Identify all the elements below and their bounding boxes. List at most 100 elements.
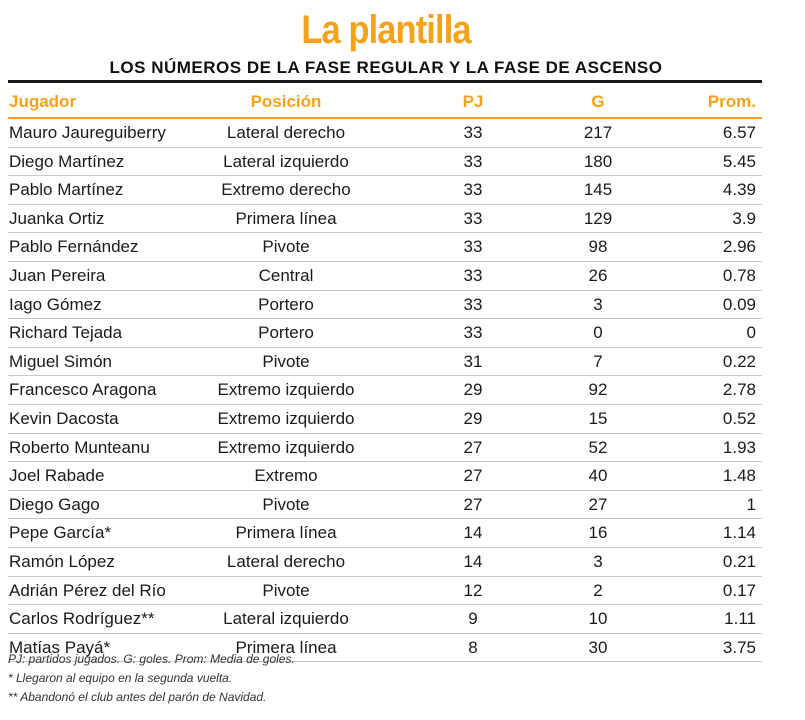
cell-pj: 33	[438, 291, 508, 319]
cell-player: Roberto Munteanu	[9, 434, 150, 462]
header-player: Jugador	[9, 87, 76, 117]
table-row: Pablo Fernández Pivote 33 98 2.96	[8, 233, 762, 262]
cell-position: Extremo izquierdo	[186, 405, 386, 433]
cell-prom: 1.93	[723, 434, 756, 462]
cell-player: Mauro Jaureguiberry	[9, 119, 166, 147]
cell-pj: 33	[438, 319, 508, 347]
cell-position: Pivote	[186, 348, 386, 376]
cell-position: Pivote	[186, 577, 386, 605]
cell-prom: 1.14	[723, 519, 756, 547]
cell-g: 145	[563, 176, 633, 204]
page-title: La plantilla	[54, 8, 718, 53]
cell-pj: 29	[438, 376, 508, 404]
cell-position: Lateral izquierdo	[186, 148, 386, 176]
cell-player: Adrián Pérez del Río	[9, 577, 166, 605]
page-subtitle: LOS NÚMEROS DE LA FASE REGULAR Y LA FASE…	[0, 58, 772, 78]
cell-position: Lateral izquierdo	[186, 605, 386, 633]
cell-g: 0	[563, 319, 633, 347]
table-row: Ramón López Lateral derecho 14 3 0.21	[8, 548, 762, 577]
table-row: Mauro Jaureguiberry Lateral derecho 33 217 6…	[8, 119, 762, 148]
cell-pj: 29	[438, 405, 508, 433]
table-row: Adrián Pérez del Río Pivote 12 2 0.17	[8, 577, 762, 606]
cell-player: Pablo Martínez	[9, 176, 123, 204]
table-row: Miguel Simón Pivote 31 7 0.22	[8, 348, 762, 377]
cell-position: Pivote	[186, 491, 386, 519]
cell-player: Francesco Aragona	[9, 376, 156, 404]
cell-pj: 14	[438, 519, 508, 547]
table-row: Kevin Dacosta Extremo izquierdo 29 15 0.52	[8, 405, 762, 434]
cell-prom: 2.96	[723, 233, 756, 261]
header-g: G	[563, 87, 633, 117]
table-row: Diego Martínez Lateral izquierdo 33 180 5.45	[8, 148, 762, 177]
top-divider	[8, 80, 762, 83]
cell-player: Iago Gómez	[9, 291, 102, 319]
cell-position: Central	[186, 262, 386, 290]
cell-g: 3	[563, 291, 633, 319]
cell-player: Pablo Fernández	[9, 233, 138, 261]
cell-g: 15	[563, 405, 633, 433]
cell-prom: 3.9	[732, 205, 756, 233]
cell-pj: 31	[438, 348, 508, 376]
cell-prom: 1.48	[723, 462, 756, 490]
cell-player: Diego Martínez	[9, 148, 124, 176]
cell-prom: 3.75	[723, 634, 756, 662]
table-row: Francesco Aragona Extremo izquierdo 29 92 2.…	[8, 376, 762, 405]
cell-player: Miguel Simón	[9, 348, 112, 376]
cell-g: 7	[563, 348, 633, 376]
cell-position: Lateral derecho	[186, 548, 386, 576]
cell-prom: 4.39	[723, 176, 756, 204]
cell-pj: 8	[438, 634, 508, 662]
table-row: Juan Pereira Central 33 26 0.78	[8, 262, 762, 291]
cell-position: Portero	[186, 291, 386, 319]
cell-prom: 0.22	[723, 348, 756, 376]
cell-pj: 33	[438, 119, 508, 147]
cell-prom: 5.45	[723, 148, 756, 176]
cell-position: Extremo	[186, 462, 386, 490]
cell-prom: 0.17	[723, 577, 756, 605]
cell-prom: 6.57	[723, 119, 756, 147]
cell-player: Pepe García*	[9, 519, 111, 547]
cell-g: 52	[563, 434, 633, 462]
table-row: Joel Rabade Extremo 27 40 1.48	[8, 462, 762, 491]
cell-g: 98	[563, 233, 633, 261]
cell-position: Portero	[186, 319, 386, 347]
cell-pj: 14	[438, 548, 508, 576]
cell-pj: 9	[438, 605, 508, 633]
cell-g: 217	[563, 119, 633, 147]
cell-player: Juanka Ortiz	[9, 205, 104, 233]
footnote-double-asterisk: ** Abandonó el club antes del parón de N…	[8, 688, 295, 707]
cell-position: Primera línea	[186, 519, 386, 547]
table-body: Mauro Jaureguiberry Lateral derecho 33 217 6…	[8, 119, 762, 662]
table-row: Juanka Ortiz Primera línea 33 129 3.9	[8, 205, 762, 234]
cell-player: Juan Pereira	[9, 262, 105, 290]
cell-g: 40	[563, 462, 633, 490]
cell-g: 30	[563, 634, 633, 662]
table-row: Pepe García* Primera línea 14 16 1.14	[8, 519, 762, 548]
cell-pj: 33	[438, 262, 508, 290]
cell-position: Pivote	[186, 233, 386, 261]
cell-position: Lateral derecho	[186, 119, 386, 147]
cell-g: 180	[563, 148, 633, 176]
cell-pj: 33	[438, 233, 508, 261]
cell-player: Carlos Rodríguez**	[9, 605, 155, 633]
cell-prom: 0.78	[723, 262, 756, 290]
cell-player: Joel Rabade	[9, 462, 104, 490]
cell-g: 129	[563, 205, 633, 233]
header-prom: Prom.	[708, 87, 756, 117]
cell-player: Kevin Dacosta	[9, 405, 119, 433]
cell-player: Diego Gago	[9, 491, 100, 519]
cell-g: 3	[563, 548, 633, 576]
cell-prom: 1.11	[724, 605, 756, 633]
header-pj: PJ	[438, 87, 508, 117]
footnote-legend: PJ: partidos jugados. G: goles. Prom: Me…	[8, 650, 295, 669]
cell-prom: 1	[747, 491, 756, 519]
cell-g: 10	[563, 605, 633, 633]
cell-pj: 27	[438, 462, 508, 490]
header-position: Posición	[186, 87, 386, 117]
cell-g: 2	[563, 577, 633, 605]
cell-pj: 33	[438, 148, 508, 176]
cell-pj: 33	[438, 205, 508, 233]
cell-pj: 27	[438, 491, 508, 519]
cell-position: Primera línea	[186, 205, 386, 233]
cell-prom: 0.21	[723, 548, 756, 576]
